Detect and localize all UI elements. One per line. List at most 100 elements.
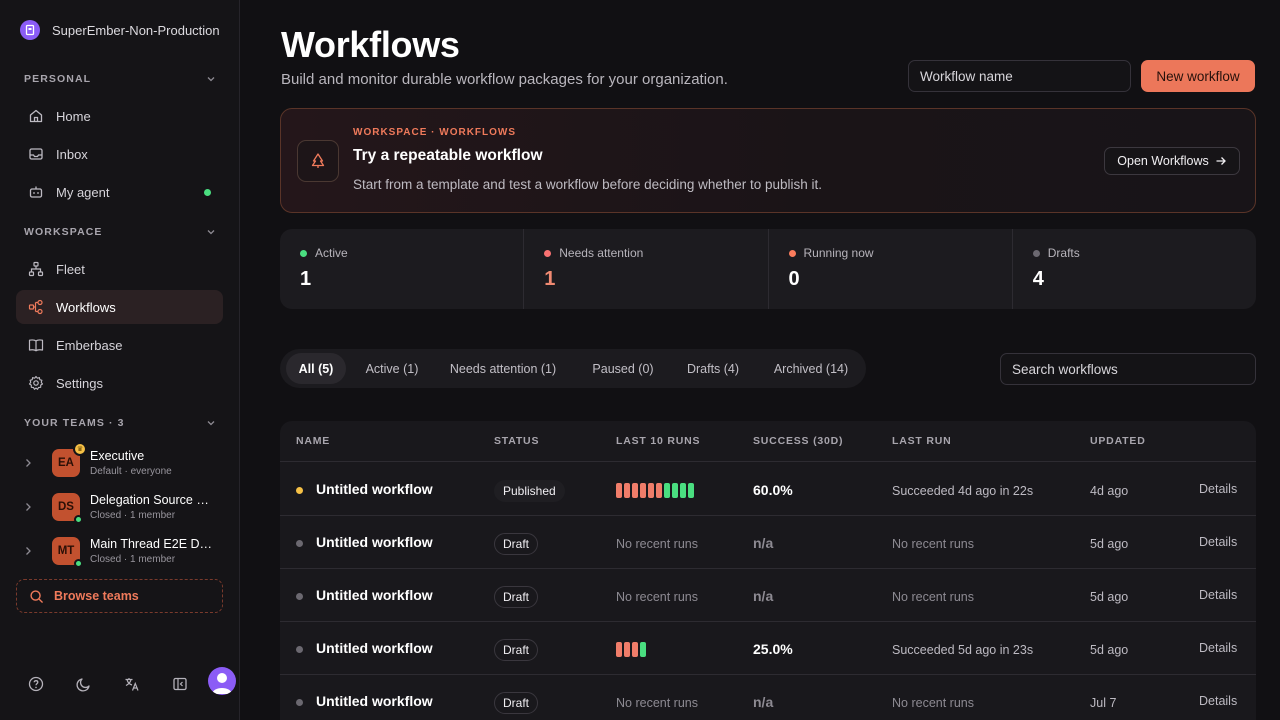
team-avatar: EA ♛ (52, 442, 87, 477)
last-run-text: No recent runs (892, 590, 974, 604)
filter-tab-archived[interactable]: Archived (14) (773, 361, 849, 376)
new-workflow-button[interactable]: New workflow (1141, 60, 1255, 92)
banner-title: Try a repeatable workflow (353, 147, 543, 164)
filter-tab-drafts[interactable]: Drafts (4) (686, 361, 740, 376)
success-rate: 60.0% (753, 482, 793, 498)
chevron-right-icon[interactable] (20, 543, 36, 559)
help-icon[interactable] (28, 676, 44, 692)
stat-drafts: Drafts 4 (1013, 229, 1256, 309)
table-row[interactable]: Untitled workflow Published 60.0% Succeeded… (280, 463, 1256, 516)
stat-label: Needs attention (559, 246, 644, 260)
sidebar-item-home[interactable]: Home (16, 99, 223, 133)
tree-icon (297, 140, 339, 182)
run-bar-success[interactable] (688, 483, 694, 498)
table-row[interactable]: Untitled workflow Draft 25.0% Succeeded 5d … (280, 622, 1256, 675)
details-link[interactable]: Details (1199, 482, 1238, 496)
team-item-executive[interactable]: EA ♛ Executive Default · everyone (20, 442, 220, 481)
table-row[interactable]: Untitled workflow Draft No recent runs n/a N… (280, 675, 1256, 720)
run-history (616, 642, 646, 657)
filter-tab-all[interactable]: All (5) (286, 353, 346, 384)
sidebar-item-emberbase[interactable]: Emberbase (16, 328, 223, 362)
online-status-dot (204, 188, 211, 196)
workflow-name[interactable]: Untitled workflow (316, 693, 433, 709)
team-item-main-thread[interactable]: MT Main Thread E2E D6 Team Closed · 1 me… (20, 533, 220, 569)
run-bar-fail[interactable] (648, 483, 654, 498)
stat-value: 4 (1032, 268, 1044, 290)
workflow-name[interactable]: Untitled workflow (316, 481, 433, 497)
browse-teams-label: Browse teams (54, 589, 139, 603)
translate-icon[interactable] (124, 676, 140, 692)
column-header-name: NAME (296, 435, 331, 447)
search-workflows-input[interactable] (1000, 353, 1256, 385)
sidebar: SuperEmber-Non-Production PERSONAL Home … (0, 0, 240, 720)
table-row[interactable]: Untitled workflow Draft No recent runs n/a N… (280, 569, 1256, 622)
browse-teams-button[interactable]: Browse teams (16, 579, 223, 613)
run-bar-fail[interactable] (616, 483, 622, 498)
stats-bar: Active 1 Needs attention 1 Running now 0… (280, 229, 1256, 309)
sidebar-item-inbox[interactable]: Inbox (16, 137, 223, 171)
workflow-name[interactable]: Untitled workflow (316, 587, 433, 603)
filter-tab-active[interactable]: Active (1) (365, 361, 419, 376)
open-workflows-button[interactable]: Open Workflows (1104, 147, 1240, 175)
sidebar-item-settings[interactable]: Settings (16, 366, 223, 400)
updated-text: 5d ago (1090, 537, 1129, 551)
teams-section-toggle[interactable]: YOUR TEAMS · 3 (24, 415, 216, 431)
arrow-right-icon (1216, 157, 1226, 165)
run-bar-fail[interactable] (624, 483, 630, 498)
chevron-right-icon[interactable] (20, 499, 36, 515)
details-link[interactable]: Details (1199, 641, 1238, 655)
sidebar-item-my-agent[interactable]: My agent (16, 175, 223, 209)
workflow-name[interactable]: Untitled workflow (316, 534, 433, 550)
workspace-section-toggle[interactable]: WORKSPACE (24, 224, 216, 240)
moon-icon[interactable] (76, 676, 92, 692)
agent-icon (29, 186, 43, 198)
org-name: SuperEmber-Non-Production (52, 22, 220, 38)
team-name: Executive (90, 449, 145, 463)
success-rate: n/a (753, 694, 774, 710)
run-bar-fail[interactable] (632, 483, 638, 498)
workflow-name[interactable]: Untitled workflow (316, 640, 433, 656)
workflows-table: NAME STATUS LAST 10 RUNS SUCCESS (30D) L… (280, 421, 1256, 720)
sidebar-item-workflows[interactable]: Workflows (16, 290, 223, 324)
sidebar-item-fleet[interactable]: Fleet (16, 252, 223, 286)
chevron-right-icon[interactable] (20, 455, 36, 471)
user-avatar[interactable] (208, 667, 236, 695)
column-header-last-run: LAST RUN (892, 435, 952, 447)
sidebar-item-label: Fleet (56, 261, 85, 277)
run-bar-fail[interactable] (656, 483, 662, 498)
run-bar-fail[interactable] (632, 642, 638, 657)
stat-value: 0 (788, 268, 800, 290)
run-bar-success[interactable] (680, 483, 686, 498)
org-switcher[interactable]: SuperEmber-Non-Production (20, 20, 220, 40)
run-bar-fail[interactable] (640, 483, 646, 498)
run-bar-fail[interactable] (616, 642, 622, 657)
run-bar-fail[interactable] (624, 642, 630, 657)
stat-label: Drafts (1047, 246, 1080, 260)
banner-eyebrow: WORKSPACE · WORKFLOWS (353, 127, 517, 138)
sidebar-item-label: Workflows (56, 299, 116, 315)
status-badge: Draft (494, 533, 539, 555)
personal-section-title: PERSONAL (24, 73, 92, 85)
status-badge: Draft (494, 586, 539, 608)
run-bar-success[interactable] (640, 642, 646, 657)
details-link[interactable]: Details (1199, 535, 1238, 549)
team-item-delegation-source[interactable]: DS Delegation Source E2E Team Closed · 1… (20, 489, 220, 525)
filter-tab-paused[interactable]: Paused (0) (592, 361, 654, 376)
run-bar-success[interactable] (672, 483, 678, 498)
workflow-name-input[interactable] (908, 60, 1131, 92)
collapse-sidebar-icon[interactable] (172, 676, 188, 692)
run-bar-success[interactable] (664, 483, 670, 498)
filter-tab-needs-attention[interactable]: Needs attention (1) (449, 361, 557, 376)
personal-section-toggle[interactable]: PERSONAL (24, 71, 216, 87)
stat-active: Active 1 (280, 229, 525, 309)
last-run-text: Succeeded 4d ago in 22s (892, 484, 1034, 498)
details-link[interactable]: Details (1199, 588, 1238, 602)
no-runs-text: No recent runs (616, 696, 698, 710)
table-row[interactable]: Untitled workflow Draft No recent runs n/a N… (280, 516, 1256, 569)
team-avatar: DS (52, 493, 83, 524)
online-status-dot (74, 559, 83, 568)
team-initials: EA (58, 457, 74, 469)
details-link[interactable]: Details (1199, 694, 1238, 708)
updated-text: Jul 7 (1090, 696, 1117, 710)
banner-description: Start from a template and test a workflo… (353, 177, 822, 192)
